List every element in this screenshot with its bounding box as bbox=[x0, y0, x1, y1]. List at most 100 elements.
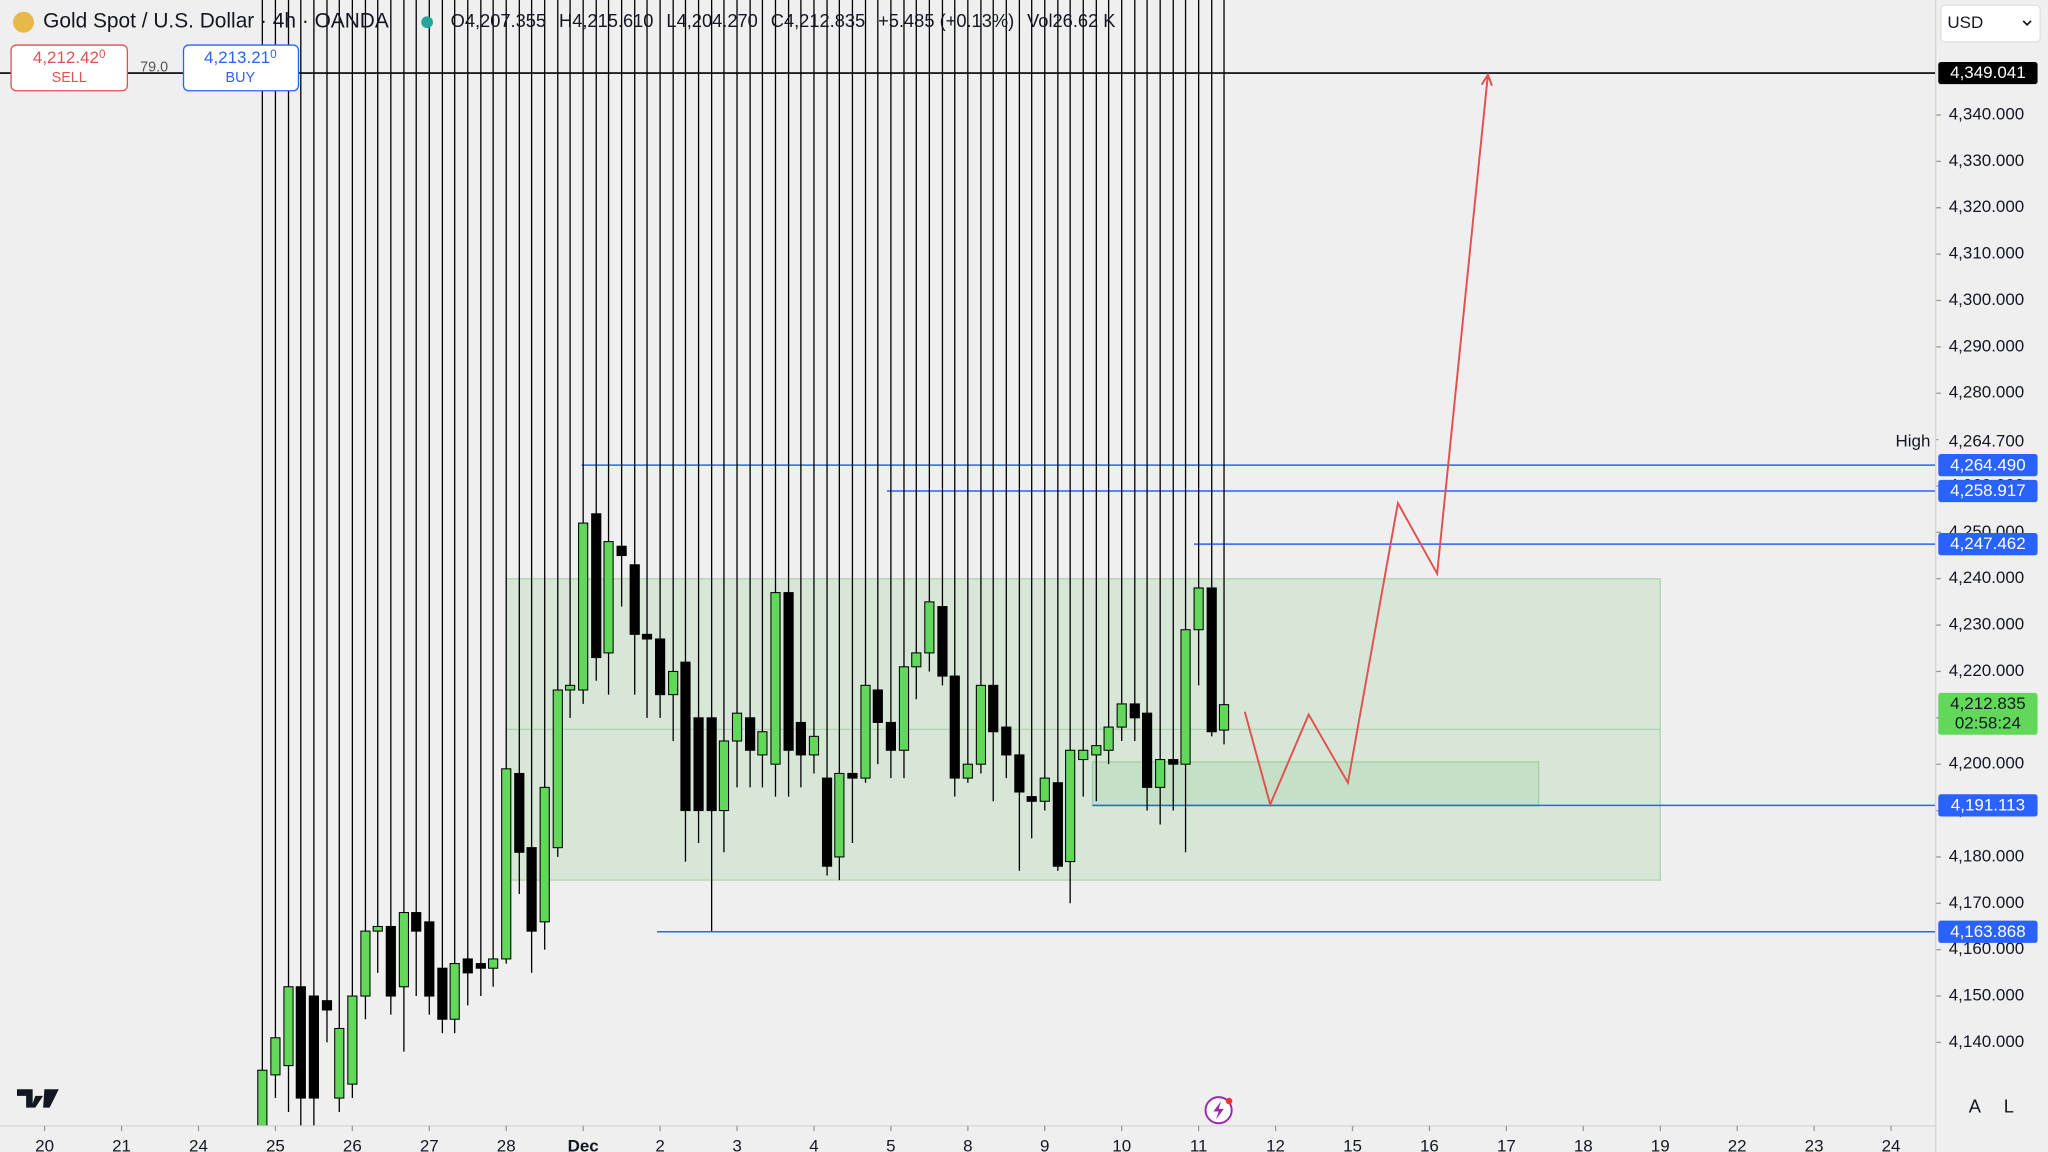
level-badge-label: 4,191.113 bbox=[1951, 796, 2025, 815]
candle-body bbox=[321, 1000, 333, 1011]
chevron bbox=[2022, 20, 2032, 27]
candle-body bbox=[334, 1027, 345, 1099]
candle-body bbox=[898, 666, 910, 751]
candle-body bbox=[988, 684, 999, 733]
y-tick-label: 4,150.000 bbox=[1949, 986, 2025, 1005]
scale-button[interactable]: L bbox=[2004, 1095, 2014, 1116]
candle-body bbox=[295, 986, 306, 1099]
candle-body bbox=[1129, 703, 1140, 719]
level-badge-label: 4,258.917 bbox=[1950, 481, 2026, 500]
candle-body bbox=[1218, 704, 1230, 731]
tradingview-logo bbox=[16, 1089, 59, 1108]
candle-body bbox=[924, 601, 935, 654]
currency-box[interactable] bbox=[1940, 4, 2041, 43]
sell-price[interactable]: 4,212.420 bbox=[33, 48, 106, 67]
ohlc-label: C bbox=[771, 10, 784, 31]
buy-label[interactable]: BUY bbox=[226, 70, 256, 86]
x-tick-label: 15 bbox=[1343, 1136, 1362, 1152]
buy-price[interactable]: 4,213.210 bbox=[204, 48, 277, 67]
candle-body bbox=[1155, 759, 1166, 788]
vol-value: 26.62 K bbox=[1053, 10, 1116, 31]
candle-body bbox=[372, 925, 383, 932]
sell-label[interactable]: SELL bbox=[52, 70, 87, 86]
x-tick-label: 28 bbox=[497, 1136, 516, 1152]
candle-body bbox=[770, 592, 781, 765]
candle-body bbox=[475, 963, 486, 969]
symbol-title: Gold Spot / U.S. Dollar · 4h · OANDA bbox=[43, 10, 389, 33]
x-tick-label: 17 bbox=[1497, 1136, 1516, 1152]
y-tick-label: 4,240.000 bbox=[1949, 568, 2025, 587]
level-badge bbox=[1938, 533, 2038, 556]
lightning-icon[interactable] bbox=[1204, 1096, 1233, 1125]
candle-body bbox=[745, 717, 756, 751]
candle-body bbox=[1142, 712, 1153, 788]
candle-body bbox=[603, 541, 614, 654]
level-badge-label: 4,247.462 bbox=[1950, 534, 2026, 553]
last-price-badge bbox=[1938, 692, 2038, 735]
candle-body bbox=[937, 606, 948, 677]
y-tick-label: 4,330.000 bbox=[1949, 151, 2025, 170]
last-price-label: 4,212.835 bbox=[1950, 694, 2026, 713]
candle-body bbox=[1052, 782, 1063, 867]
level-badge bbox=[1938, 920, 2038, 943]
y-tick-label: 4,290.000 bbox=[1949, 336, 2025, 355]
logo-shape bbox=[16, 1089, 59, 1108]
x-tick-label: 19 bbox=[1651, 1136, 1670, 1152]
candle-body bbox=[641, 633, 653, 640]
sell-price-main[interactable]: 4,212.42 bbox=[33, 48, 99, 67]
currency-label[interactable]: USD bbox=[1947, 13, 1983, 32]
time-axis: 20 21 24 25 26 27 28 Dec 2 3 4 5 8 9 10 11 12 15 16 17 18 19 2… bbox=[35, 1125, 1900, 1152]
level-badge bbox=[1938, 454, 2038, 477]
x-tick-label: 23 bbox=[1805, 1136, 1824, 1152]
buy-price-sup[interactable]: 0 bbox=[270, 48, 277, 61]
x-tick-label: 3 bbox=[732, 1136, 741, 1152]
sell-button[interactable] bbox=[10, 44, 128, 92]
y-tick-label: 4,320.000 bbox=[1949, 197, 2025, 216]
candle-body bbox=[1065, 749, 1076, 863]
candle-body bbox=[872, 689, 883, 723]
ohlc-label: O bbox=[451, 10, 465, 31]
buy-button[interactable] bbox=[182, 44, 300, 92]
candle-body bbox=[385, 925, 396, 997]
candle-body bbox=[847, 772, 858, 779]
level-badge-label: 4,349.041 bbox=[1950, 63, 2026, 82]
icon-dot bbox=[1225, 1097, 1233, 1105]
candle-body bbox=[1116, 703, 1127, 728]
candle-body bbox=[488, 958, 499, 969]
ohlc-value: 4,212.835 bbox=[784, 10, 865, 31]
y-tick-label: 4,300.000 bbox=[1949, 290, 2025, 309]
candle-body bbox=[834, 772, 845, 858]
y-tick-label: 4,340.000 bbox=[1949, 104, 2025, 123]
candle-body bbox=[1180, 629, 1191, 765]
candle-body bbox=[718, 740, 730, 812]
header: Gold Spot / U.S. Dollar · 4h · OANDA O4,… bbox=[10, 10, 1116, 92]
plot-area bbox=[0, 0, 1936, 1126]
candle-body bbox=[347, 995, 358, 1085]
candle-body bbox=[821, 777, 833, 867]
x-tick-label: 26 bbox=[343, 1136, 362, 1152]
currency-select[interactable]: USD bbox=[1940, 4, 2041, 43]
candle-body bbox=[270, 1037, 281, 1076]
scale-button[interactable]: A bbox=[1969, 1095, 1982, 1116]
buy-price-main[interactable]: 4,213.21 bbox=[204, 48, 270, 67]
candle-body bbox=[1078, 749, 1089, 761]
x-tick-label: 24 bbox=[189, 1136, 208, 1152]
high-label-bg bbox=[1938, 431, 2048, 453]
candle-body bbox=[257, 1069, 268, 1126]
candle-body bbox=[680, 661, 691, 812]
y-tick-label: 4,140.000 bbox=[1949, 1032, 2025, 1051]
x-tick-label: 11 bbox=[1190, 1136, 1208, 1152]
ohlc-value: 4,215.610 bbox=[572, 10, 653, 31]
candle-body bbox=[1206, 587, 1217, 733]
ohlc: O4,207.355 H4,215.610 L4,204.270 C4,212.… bbox=[451, 10, 1116, 31]
candle-body bbox=[437, 967, 448, 1020]
icon-bolt bbox=[1213, 1101, 1224, 1120]
candle-body bbox=[1001, 726, 1012, 756]
candle-body bbox=[616, 545, 627, 557]
y-tick-label: 4,230.000 bbox=[1949, 615, 2025, 634]
candle-body bbox=[962, 763, 973, 779]
sell-price-sup[interactable]: 0 bbox=[99, 48, 106, 61]
candle-body bbox=[424, 921, 435, 997]
candle-body bbox=[668, 670, 679, 696]
